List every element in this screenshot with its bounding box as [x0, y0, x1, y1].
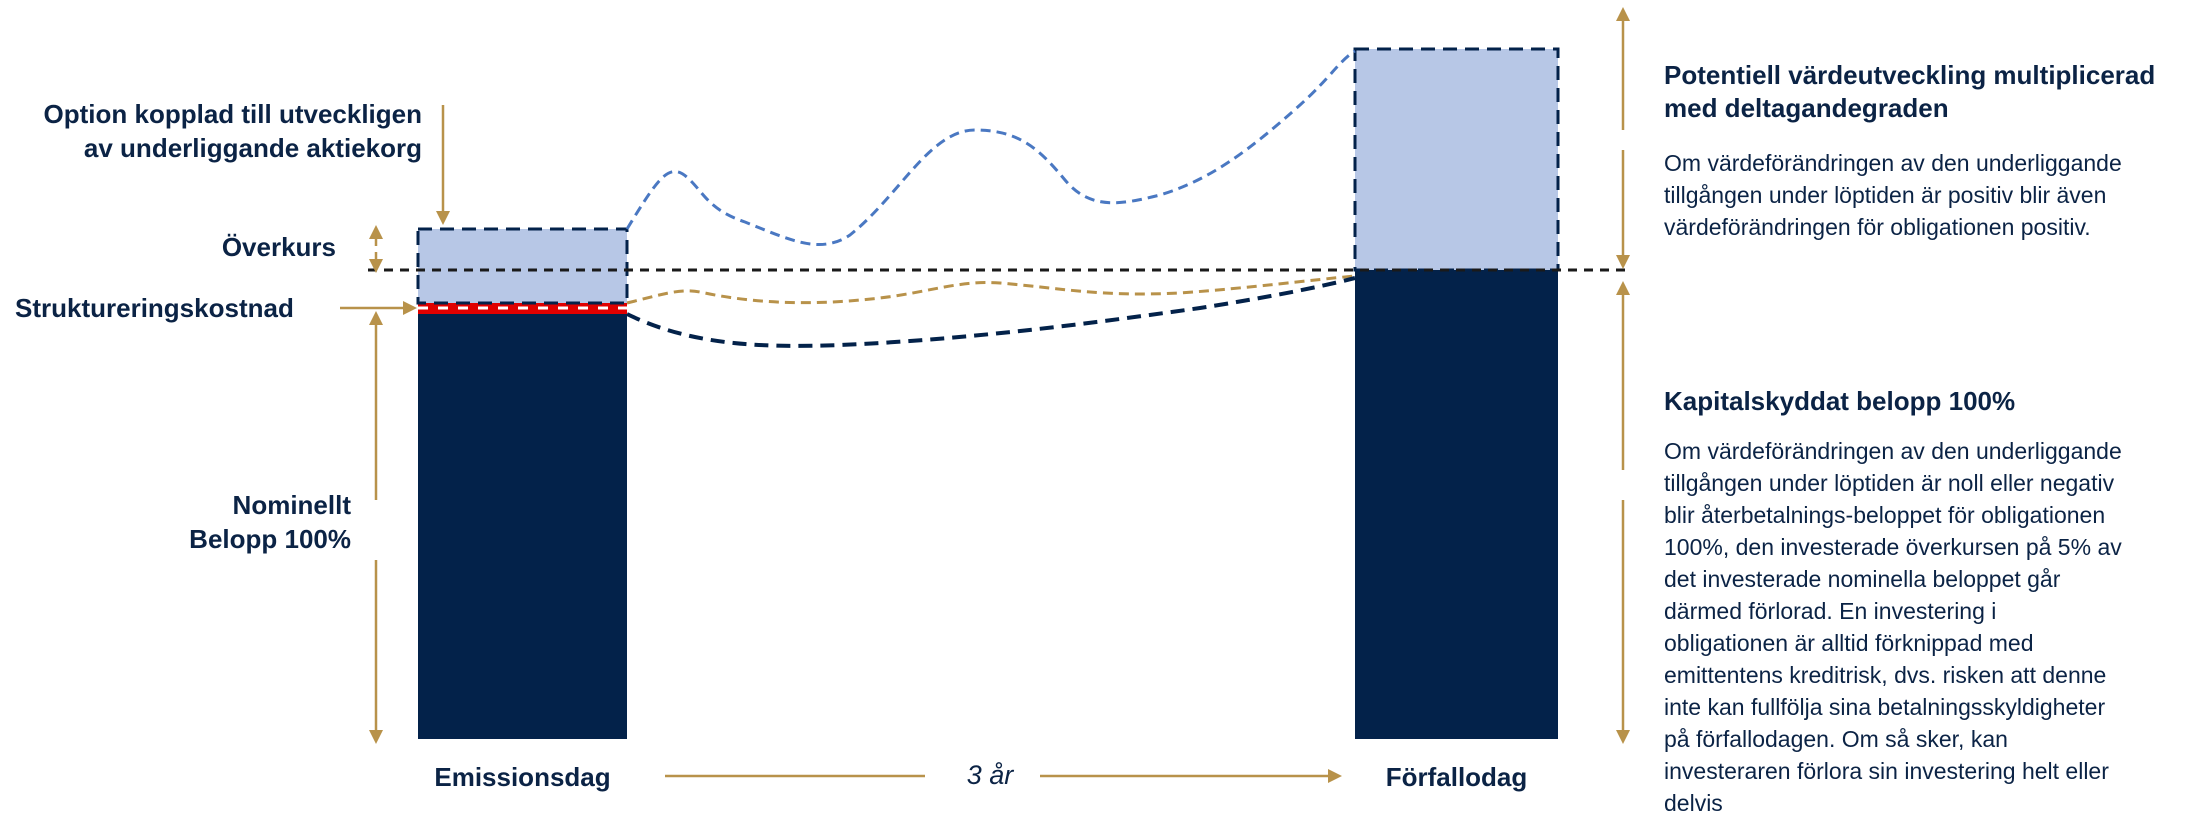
upside-title-line-2: med deltagandegraden	[1664, 93, 1949, 123]
nominal-label-line-2: Belopp 100%	[189, 524, 351, 554]
maturity-upside-box	[1353, 47, 1560, 272]
emissionsdag-label: Emissionsdag	[434, 762, 611, 792]
protected-text-line-9: inte kan fullfölja sina betalningsskyldi…	[1664, 694, 2106, 720]
protected-text-line-10: på förfallodagen. Om så sker, kan	[1664, 726, 2008, 752]
protected-text-line-4: 100%, den investerade överkursen på 5% a…	[1664, 534, 2122, 560]
upside-text-line-1: Om värdeförändringen av den underliggand…	[1664, 150, 2122, 176]
upside-title-line-1: Potentiell värdeutveckling multiplicerad	[1664, 60, 2156, 90]
option-label-line-1: Option kopplad till utveckligen	[43, 99, 422, 129]
nominal-label-line-1: Nominellt	[232, 490, 351, 520]
protected-text-line-6: därmed förlorad. En investering i	[1664, 598, 1997, 624]
middle-path-gold	[626, 274, 1356, 305]
struktureringskostnad-label: Struktureringskostnad	[15, 293, 294, 323]
protected-text-line-11: investeraren förlora sin investering hel…	[1664, 758, 2109, 784]
emission-nominal-bar	[418, 314, 627, 739]
upside-text: Om värdeförändringen av den underliggand…	[1664, 147, 2204, 243]
protected-text-line-8: emittentens kreditrisk, dvs. risken att …	[1664, 662, 2107, 688]
emission-premium-box	[416, 227, 629, 305]
upside-text-line-3: värdeförändringen för obligationen posit…	[1664, 214, 2091, 240]
protected-text-line-7: obligationen är alltid förknippad med	[1664, 630, 2034, 656]
option-label-line-2: av underliggande aktiekorg	[83, 133, 422, 163]
upside-title: Potentiell värdeutveckling multiplicerad…	[1664, 59, 2204, 125]
protected-text-line-2: tillgången under löptiden är noll eller …	[1664, 470, 2115, 496]
upside-path-blue	[625, 49, 1356, 246]
maturity-protected-bar	[1355, 270, 1558, 739]
upside-text-line-2: tillgången under löptiden är positiv bli…	[1664, 182, 2107, 208]
protected-text-line-5: det investerade nominella beloppet går	[1664, 566, 2061, 592]
forfallodag-label: Förfallodag	[1385, 762, 1528, 792]
bottom-path-navy	[626, 276, 1356, 348]
duration-label: 3 år	[966, 760, 1014, 790]
protected-text: Om värdeförändringen av den underliggand…	[1664, 435, 2204, 813]
protected-text-line-1: Om värdeförändringen av den underliggand…	[1664, 438, 2122, 464]
protected-text-line-3: blir återbetalnings-beloppet för obligat…	[1664, 502, 2106, 528]
protected-title: Kapitalskyddat belopp 100%	[1664, 386, 2016, 416]
nominal-label: Nominellt Belopp 100%	[0, 488, 351, 556]
overkurs-label: Överkurs	[221, 232, 336, 262]
option-label: Option kopplad till utveckligen av under…	[0, 97, 422, 165]
protected-text-line-12: delvis	[1664, 790, 1723, 813]
